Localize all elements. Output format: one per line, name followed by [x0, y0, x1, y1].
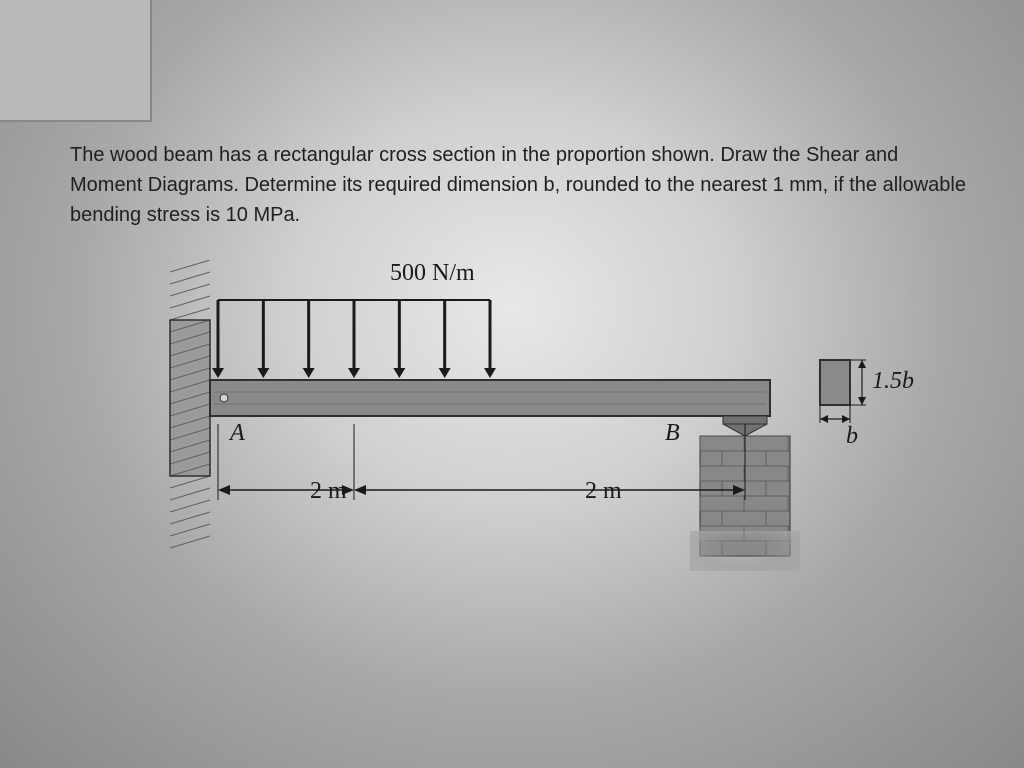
span2-label: 2 m — [585, 478, 622, 505]
beam-diagram: 500 N/m A B 2 m 2 m 1.5b b — [0, 260, 1024, 660]
span1-label: 2 m — [310, 478, 347, 505]
problem-statement: The wood beam has a rectangular cross se… — [70, 140, 974, 230]
distributed-load-label: 500 N/m — [390, 260, 475, 287]
diagram-svg — [0, 260, 1024, 660]
page-corner-fold — [0, 0, 152, 122]
cross-height-label: 1.5b — [872, 368, 914, 395]
point-a-label: A — [230, 420, 245, 447]
cross-width-label: b — [846, 423, 858, 450]
point-b-label: B — [665, 420, 680, 447]
